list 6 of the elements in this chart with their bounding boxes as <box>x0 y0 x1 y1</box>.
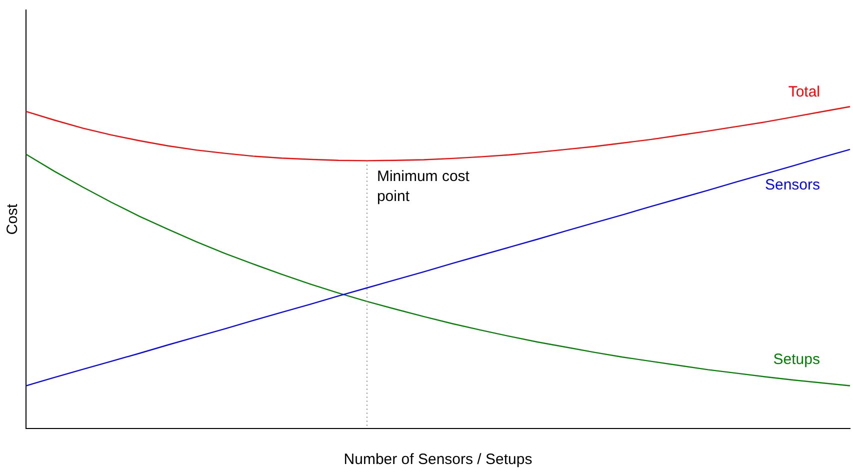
y-axis-title: Cost <box>4 203 22 235</box>
series-label: Sensors <box>764 176 820 194</box>
series-label: Setups <box>773 350 820 368</box>
x-axis-title: Number of Sensors / Setups <box>344 451 532 468</box>
series-label: Total <box>788 84 820 101</box>
annotation: Minimum cost point <box>376 168 470 205</box>
